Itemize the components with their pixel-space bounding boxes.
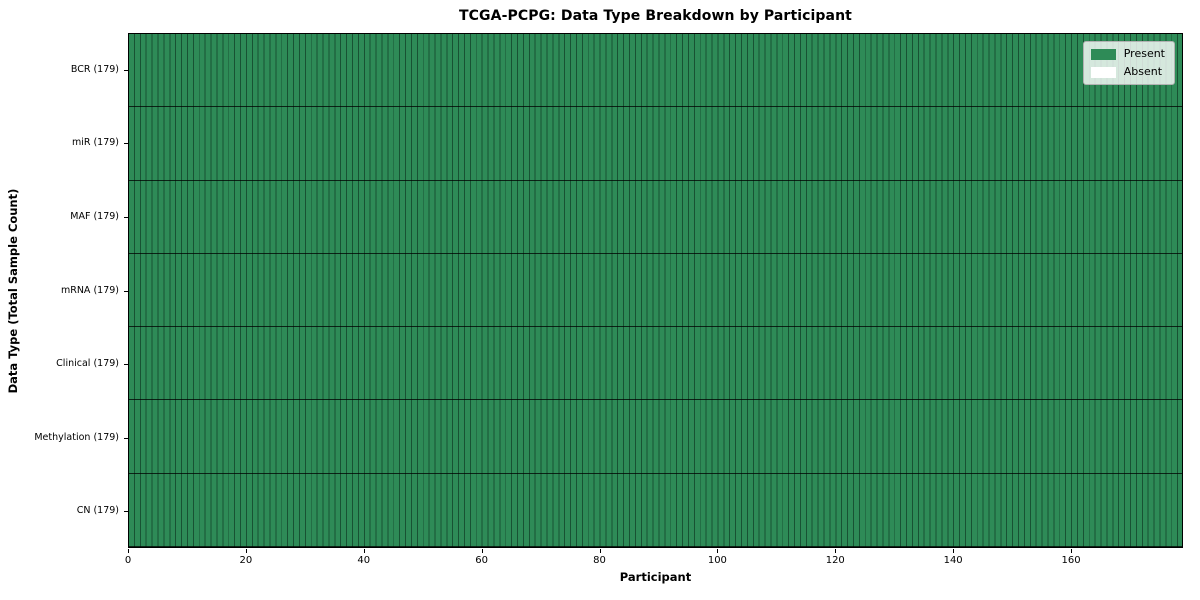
y-tick-label: Clinical (179) xyxy=(56,358,119,370)
x-tick-mark xyxy=(1071,549,1073,553)
x-tick-label: 140 xyxy=(943,555,963,566)
y-tick-mark xyxy=(124,437,128,439)
y-tick-label: CN (179) xyxy=(76,505,119,517)
heatmap-row-mir xyxy=(129,107,1182,181)
x-tick-mark xyxy=(717,549,719,553)
y-tick-label: mRNA (179) xyxy=(60,284,119,296)
heatmap-row-mrna xyxy=(129,253,1182,328)
x-tick-label: 160 xyxy=(1061,555,1081,566)
y-tick-label: BCR (179) xyxy=(70,63,119,75)
legend-swatch-absent xyxy=(1090,66,1116,78)
y-tick-mark xyxy=(124,364,128,366)
heatmap-row-cn xyxy=(129,473,1182,547)
legend: Present Absent xyxy=(1082,41,1175,85)
y-tick-mark xyxy=(124,511,128,513)
x-tick-mark xyxy=(953,549,955,553)
x-tick-mark xyxy=(835,549,837,553)
x-tick-mark xyxy=(599,549,601,553)
heatmap-row-methylation xyxy=(129,400,1182,474)
heatmap-row-maf xyxy=(129,180,1182,254)
x-tick-mark xyxy=(128,549,129,553)
chart-title: TCGA-PCPG: Data Type Breakdown by Partic… xyxy=(459,8,852,24)
x-tick-label: 120 xyxy=(825,555,845,566)
x-tick-mark xyxy=(245,549,247,553)
x-tick-mark xyxy=(481,549,483,553)
legend-swatch-present xyxy=(1090,48,1116,60)
y-tick-mark xyxy=(124,216,128,218)
legend-label: Absent xyxy=(1123,65,1163,78)
x-tick-label: 20 xyxy=(239,555,253,566)
legend-item-present: Present xyxy=(1090,47,1165,60)
y-tick-label: Methylation (179) xyxy=(34,431,119,443)
y-tick-mark xyxy=(124,143,128,145)
plot-area: Present Absent xyxy=(128,33,1183,548)
y-tick-label: MAF (179) xyxy=(70,210,119,222)
x-tick-mark xyxy=(363,549,365,553)
heatmap-row-clinical xyxy=(129,327,1182,401)
legend-label: Present xyxy=(1123,47,1165,60)
x-tick-label: 80 xyxy=(593,555,606,566)
x-tick-label: 100 xyxy=(707,555,727,566)
y-tick-mark xyxy=(124,69,128,71)
y-tick-label: miR (179) xyxy=(71,137,119,149)
x-tick-label: 40 xyxy=(357,555,371,566)
x-tick-label: 0 xyxy=(124,555,132,566)
x-tick-label: 60 xyxy=(475,555,488,566)
x-axis-label: Participant xyxy=(619,570,692,584)
legend-item-absent: Absent xyxy=(1090,65,1165,78)
y-tick-mark xyxy=(124,290,128,292)
heatmap-row-bcr xyxy=(129,34,1182,108)
